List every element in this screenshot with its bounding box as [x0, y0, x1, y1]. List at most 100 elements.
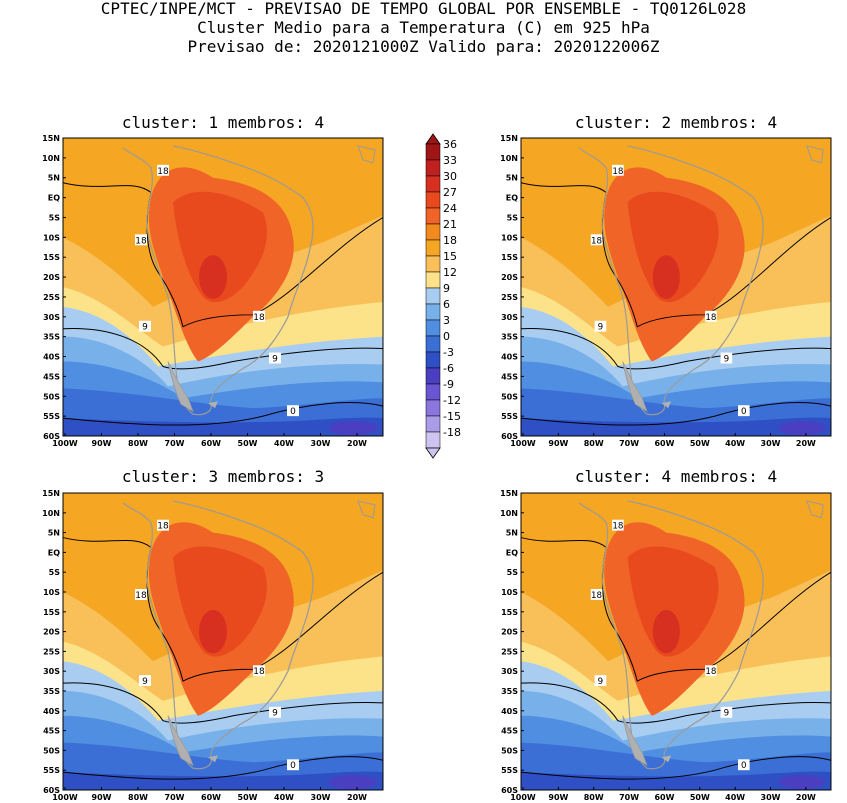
lat-tick-label: 15N	[500, 489, 518, 498]
colorbar-tick-label: -15	[443, 410, 461, 423]
lat-tick-label: 5S	[49, 213, 61, 222]
contour-label: 0	[738, 405, 750, 417]
lat-tick-label: 25S	[501, 647, 518, 656]
lon-tick-label: 80W	[128, 439, 148, 448]
contour-label: 9	[594, 675, 607, 687]
header-title-line1: CPTEC/INPE/MCT - PREVISAO DE TEMPO GLOBA…	[100, 0, 747, 18]
colorbar-swatch	[425, 271, 441, 289]
colorbar-swatch	[425, 207, 441, 225]
lat-tick-label: 35S	[501, 333, 518, 342]
contour-18	[521, 537, 832, 682]
lat-tick-label: 55S	[43, 766, 60, 775]
lat-tick-label: 25S	[501, 293, 518, 302]
colorbar-tick-label: 36	[443, 138, 457, 151]
colorbar-tick-label: -6	[443, 362, 454, 375]
lat-tick-label: 40S	[43, 353, 60, 362]
contour-label-text: 18	[591, 591, 602, 601]
colorbar-tick-label: -3	[443, 346, 454, 359]
lat-tick-label: EQ	[506, 548, 518, 557]
lat-tick-label: 30S	[43, 313, 60, 322]
contour-label: 18	[705, 310, 717, 323]
contour-label-text: 0	[741, 407, 747, 417]
temp-band-minus6-minus3	[778, 775, 826, 790]
contour-label-text: 18	[157, 167, 169, 177]
header-title-line2: Cluster Medio para a Temperatura (C) em …	[197, 18, 650, 37]
lon-tick-label: 90W	[548, 793, 568, 802]
map-panel-1: 18 18 18 9 9 0	[62, 137, 384, 437]
colorbar-swatch	[425, 255, 441, 273]
lat-tick-label: 50S	[501, 392, 518, 401]
colorbar-bottom-arrow	[425, 447, 441, 459]
contour-label: 18	[612, 164, 624, 177]
falklands-land	[208, 755, 218, 763]
temp-band-minus3-0	[63, 771, 383, 790]
contour-label-text: 18	[135, 236, 147, 246]
lat-tick-label: 5N	[48, 174, 60, 183]
lat-tick-label: 5S	[49, 568, 61, 577]
lat-tick-label: 60S	[501, 786, 518, 795]
contour-label-text: 0	[290, 407, 296, 417]
lat-tick-label: 45S	[501, 372, 518, 381]
lat-tick-label: 5S	[507, 213, 519, 222]
contour-label-text: 18	[253, 313, 265, 323]
colorbar-tick-label: -18	[443, 426, 461, 439]
lon-tick-label: 80W	[584, 793, 604, 802]
lon-tick-label: 30W	[761, 439, 781, 448]
header-title-line3: Previsao de: 2020121000Z Valido para: 20…	[187, 37, 660, 56]
colorbar-tick-label: 21	[443, 218, 457, 231]
lat-tick-label: EQ	[506, 194, 518, 203]
contour-label-text: 18	[253, 667, 265, 677]
lat-tick-label: 60S	[43, 786, 60, 795]
colorbar-tick-label: -9	[443, 378, 454, 391]
lat-tick-label: 15N	[500, 134, 518, 143]
lat-tick-label: 60S	[501, 432, 518, 441]
contour-label-text: 18	[705, 667, 716, 677]
temp-band-27-30	[627, 191, 719, 303]
contour-9	[63, 327, 383, 370]
falklands-land	[661, 401, 672, 409]
contour-label: 0	[738, 759, 750, 771]
temp-band-minus6-minus3	[329, 421, 377, 436]
contour-label-text: 18	[135, 591, 147, 601]
colorbar-swatch	[425, 287, 441, 305]
falklands-land	[208, 401, 218, 409]
lat-tick-label: 20S	[43, 628, 60, 637]
lon-tick-label: 50W	[690, 793, 710, 802]
temp-band-minus3-0	[63, 417, 383, 436]
contour-label-text: 0	[741, 761, 747, 771]
coastline-island	[357, 145, 376, 164]
map-panel-4: 18 18 18 9 9 0	[520, 492, 832, 791]
patagonia-land	[167, 361, 194, 413]
lat-tick-label: 50S	[501, 746, 518, 755]
map-frame	[520, 492, 832, 791]
lat-tick-label: 35S	[43, 333, 60, 342]
contour-label-text: 18	[612, 167, 623, 177]
colorbar-tick-label: 6	[443, 298, 450, 311]
contour-0	[521, 756, 832, 780]
lat-tick-label: 10N	[500, 154, 518, 163]
lon-tick-label: 90W	[548, 439, 568, 448]
lat-tick-label: 50S	[43, 746, 60, 755]
temp-band-30-33	[199, 255, 227, 299]
lon-tick-label: 100W	[510, 439, 536, 448]
lon-tick-label: 60W	[654, 793, 674, 802]
panel-1-title: cluster: 1 membros: 4	[121, 113, 325, 132]
colorbar-tick-label: 12	[443, 266, 457, 279]
colorbar-swatch	[425, 143, 441, 161]
lat-tick-label: 40S	[501, 353, 518, 362]
contour-label: 18	[253, 310, 265, 323]
lat-tick-label: 55S	[501, 766, 518, 775]
temp-band-minus3-0	[521, 417, 831, 436]
lat-tick-label: 15S	[501, 608, 518, 617]
colorbar-swatch	[425, 351, 441, 369]
lat-tick-label: 15N	[42, 489, 60, 498]
temp-band-27-30	[173, 191, 267, 303]
contour-18	[63, 537, 383, 682]
colorbar-swatch	[425, 319, 441, 337]
contour-label: 9	[139, 675, 151, 687]
contour-label: 0	[287, 759, 299, 771]
map-frame	[520, 137, 832, 437]
lon-tick-label: 40W	[725, 793, 745, 802]
colorbar-tick-label: 0	[443, 330, 450, 343]
contour-label: 9	[269, 706, 281, 719]
